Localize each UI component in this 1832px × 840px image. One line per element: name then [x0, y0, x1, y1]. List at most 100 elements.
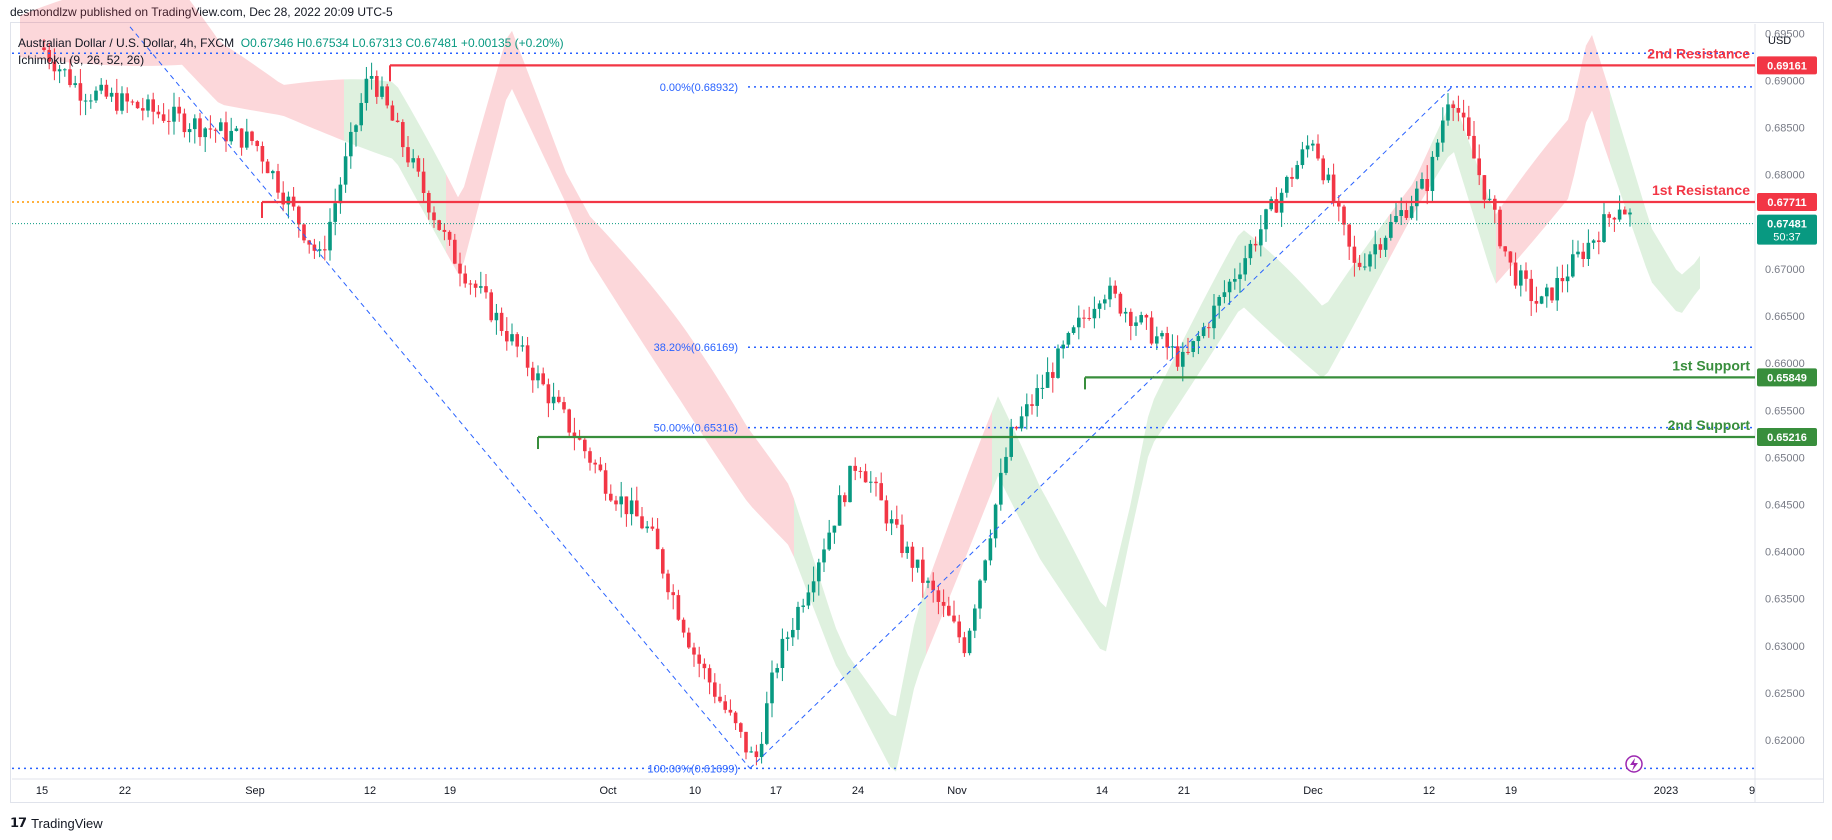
ichimoku-cloud-segment	[1052, 508, 1058, 587]
candle-body	[1092, 308, 1097, 319]
ichimoku-cloud-segment	[1340, 275, 1346, 351]
candle-body	[1285, 176, 1289, 193]
candle-body	[1477, 158, 1481, 176]
candle-body	[1399, 210, 1403, 216]
candle-body	[1456, 108, 1461, 113]
candle-body	[57, 69, 62, 72]
candle-body	[837, 495, 842, 526]
ichimoku-cloud-segment	[1106, 582, 1112, 652]
candle-body	[78, 83, 83, 101]
ichimoku-cloud-segment	[566, 172, 572, 218]
ichimoku-cloud-segment	[242, 56, 248, 110]
ichimoku-cloud-segment	[1310, 292, 1316, 373]
ichimoku-cloud-segment	[830, 610, 836, 666]
candle-body	[1025, 404, 1029, 417]
symbol-title[interactable]: Australian Dollar / U.S. Dollar, 4h, FXC…	[18, 36, 235, 50]
ichimoku-cloud-segment	[764, 449, 770, 527]
ichimoku-cloud-segment	[272, 77, 278, 115]
candle-body	[723, 701, 727, 710]
ichimoku-cloud-segment	[1262, 245, 1268, 331]
ichimoku-cloud-segment	[1208, 280, 1214, 360]
ichimoku-cloud-segment	[1274, 255, 1280, 342]
ichimoku-cloud-segment	[1646, 210, 1652, 283]
ichimoku-cloud-segment	[1124, 506, 1130, 567]
ichimoku-cloud-segment	[284, 84, 290, 119]
ichimoku-cloud-segment	[638, 269, 644, 345]
y-tick-label: 0.69000	[1765, 76, 1805, 88]
candle-body	[947, 605, 951, 616]
candle-body	[1555, 277, 1559, 301]
ichimoku-cloud-segment	[1478, 167, 1484, 250]
x-tick-label: 14	[1096, 785, 1108, 797]
candle-body	[1300, 149, 1305, 166]
ichimoku-cloud-segment	[476, 122, 482, 216]
ichimoku-cloud-segment	[152, 0, 158, 66]
candle-body	[1087, 317, 1091, 319]
ichimoku-cloud-segment	[1604, 73, 1610, 164]
candle-body	[213, 129, 218, 131]
candle-body	[333, 203, 337, 222]
candle-body	[421, 171, 426, 193]
fib-level-label: 100.00%(0.61699)	[647, 763, 738, 775]
candle-body	[993, 504, 998, 539]
candle-body	[182, 113, 187, 133]
candle-body	[120, 93, 124, 111]
ichimoku-cloud-segment	[1358, 249, 1364, 318]
candle-body	[1170, 346, 1175, 348]
ichimoku-cloud-segment	[74, 0, 80, 64]
candle-body	[692, 647, 696, 655]
candle-body	[432, 212, 436, 221]
ichimoku-cloud-segment	[266, 73, 272, 114]
candle-body	[733, 712, 738, 724]
ichimoku-cloud-segment	[56, 0, 62, 62]
candle-body	[676, 595, 681, 620]
ichimoku-cloud-segment	[524, 62, 530, 128]
candle-body	[671, 592, 675, 596]
ichimoku-cloud-segment	[1334, 284, 1340, 362]
candle-body	[848, 465, 852, 503]
candle-body	[193, 118, 197, 130]
candle-body	[515, 334, 519, 347]
ichimoku-cloud-segment	[1238, 230, 1244, 312]
level-label: 2nd Resistance	[1647, 45, 1750, 61]
candle-body	[271, 171, 275, 174]
ichimoku-cloud-segment	[926, 570, 932, 656]
ichimoku-cloud-segment	[200, 14, 206, 90]
candle-body	[468, 283, 473, 285]
candle-body	[1482, 175, 1487, 200]
candle-body	[863, 471, 868, 483]
ichimoku-cloud-segment	[1214, 268, 1220, 350]
candle-body	[1352, 246, 1357, 263]
candle-body	[1404, 210, 1409, 218]
candle-body	[141, 108, 145, 111]
candle-body	[505, 331, 509, 342]
ichimoku-cloud-segment	[1292, 273, 1298, 358]
candle-body	[99, 84, 103, 91]
ichimoku-cloud-segment	[1082, 566, 1088, 631]
candle-body	[884, 500, 889, 524]
ichimoku-cloud-segment	[1472, 150, 1478, 231]
candle-body	[1597, 240, 1601, 242]
candle-body	[494, 312, 499, 321]
candle-body	[1009, 426, 1013, 457]
candle-body	[624, 496, 629, 515]
candle-body	[572, 432, 577, 439]
ichimoku-cloud-segment	[1502, 197, 1508, 277]
candle-body	[749, 751, 753, 753]
candle-body	[801, 605, 805, 607]
ichimoku-cloud-segment	[746, 424, 752, 508]
candle-body	[900, 524, 904, 554]
tradingview-brand[interactable]: 𝟭𝟳 TradingView	[10, 815, 103, 831]
ichimoku-cloud-segment	[548, 125, 554, 179]
ichimoku-cloud-segment	[668, 306, 674, 391]
candle-body	[411, 158, 415, 163]
ichimoku-cloud-segment	[1028, 460, 1034, 548]
candle-body	[895, 519, 899, 525]
candle-body	[1534, 301, 1539, 304]
ichimoku-indicator-label[interactable]: Ichimoku (9, 26, 52, 26)	[18, 53, 145, 67]
candle-body	[68, 69, 72, 86]
candle-body	[1212, 305, 1216, 329]
ichimoku-cloud-segment	[338, 79, 344, 141]
ichimoku-cloud-segment	[308, 81, 314, 129]
